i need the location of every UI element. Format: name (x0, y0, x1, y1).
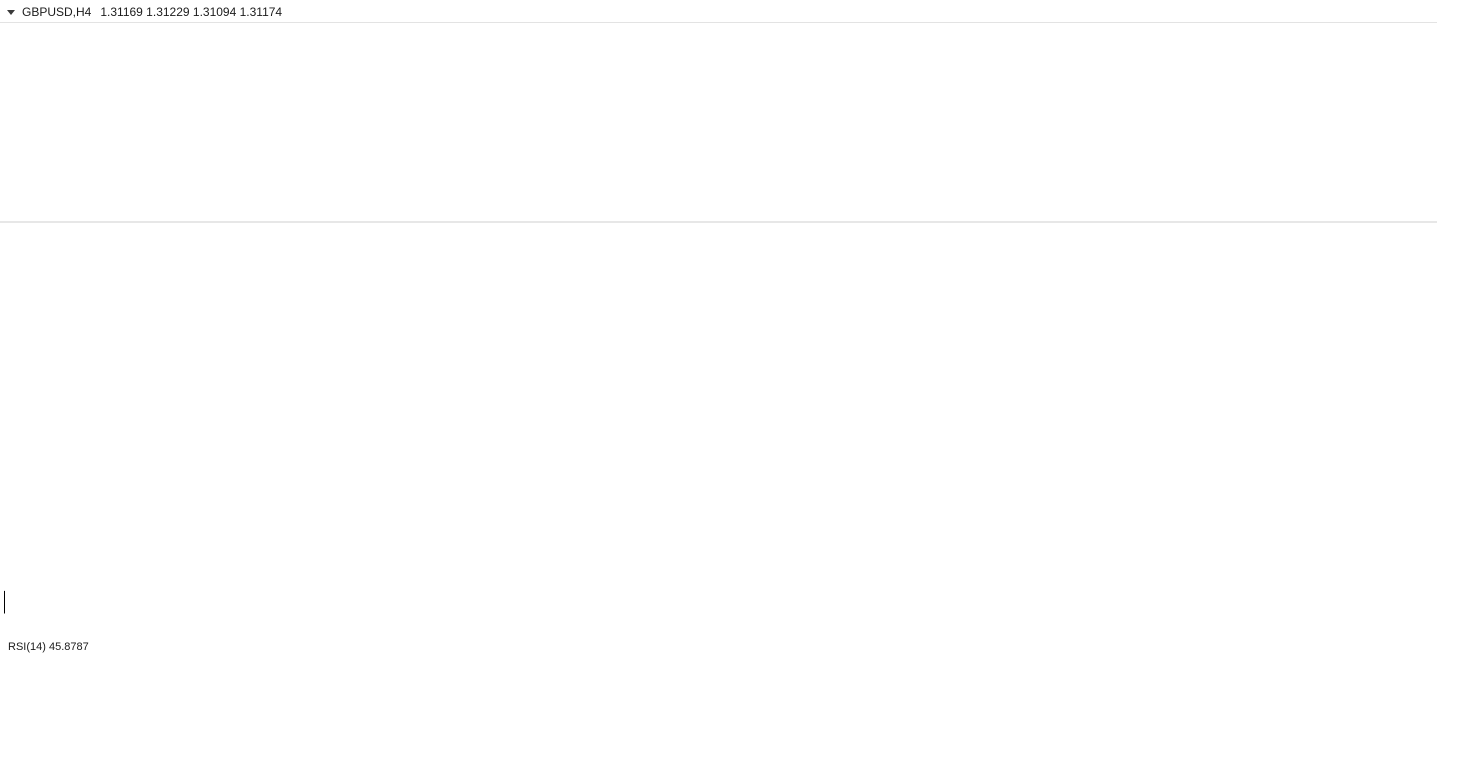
symbol-timeframe-label: GBPUSD,H4 (22, 5, 92, 19)
ohlc-values-label: 1.31169 1.31229 1.31094 1.31174 (100, 5, 283, 19)
symbol-dropdown-icon[interactable] (7, 10, 15, 15)
rsi-indicator-label: RSI(14) 45.8787 (8, 641, 89, 653)
chart-title: GBPUSD,H4 1.31169 1.31229 1.31094 1.3117… (7, 5, 282, 19)
